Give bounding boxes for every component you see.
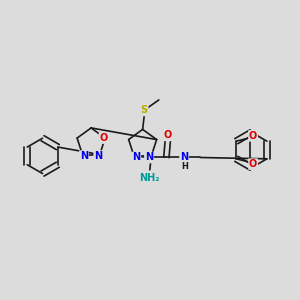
Text: N: N [94,151,102,161]
Text: N: N [80,151,88,161]
Text: N: N [145,152,153,163]
Text: O: O [249,131,257,141]
Text: NH₂: NH₂ [140,173,160,183]
Text: S: S [140,105,148,115]
Text: O: O [164,130,172,140]
Text: O: O [249,159,257,169]
Text: O: O [100,133,108,143]
Text: N: N [132,152,140,163]
Text: N: N [180,152,188,163]
Text: H: H [181,162,188,171]
